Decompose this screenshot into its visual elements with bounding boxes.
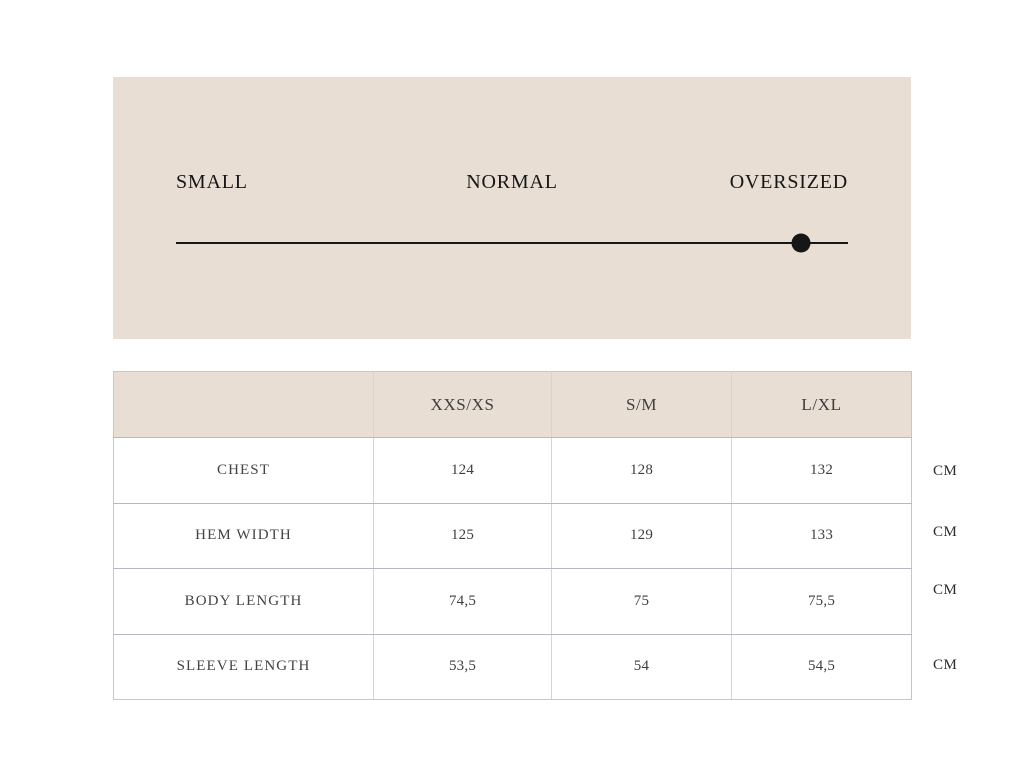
fit-label-small: SMALL [176,171,248,193]
column-header-xxs-xs: XXS/XS [373,371,552,438]
cell-chest-sm: 128 [551,437,732,504]
fit-indicator-dot [791,233,811,253]
unit-label-body-length: CM [933,582,958,598]
cell-body-sm: 75 [551,568,732,635]
fit-scale-line [176,242,848,244]
cell-hem-sm: 129 [551,502,732,569]
table-row-sleeve-length: SLEEVE LENGTH 53,5 54 54,5 [113,633,912,700]
fit-scale-track [176,233,848,253]
cell-sleeve-lxl: 54,5 [731,633,912,700]
row-label-chest: CHEST [113,437,374,504]
unit-label-chest: CM [933,463,958,479]
cell-body-lxl: 75,5 [731,568,912,635]
table-row-chest: CHEST 124 128 132 [113,437,912,504]
fit-label-normal: NORMAL [466,171,558,193]
cell-body-xxs: 74,5 [373,568,552,635]
cell-chest-lxl: 132 [731,437,912,504]
unit-label-sleeve-length: CM [933,657,958,673]
fit-scale-panel: SMALL NORMAL OVERSIZED [113,77,911,339]
column-header-s-m: S/M [551,371,732,438]
cell-sleeve-xxs: 53,5 [373,633,552,700]
row-label-hem-width: HEM WIDTH [113,502,374,569]
cell-chest-xxs: 124 [373,437,552,504]
cell-hem-xxs: 125 [373,502,552,569]
column-header-l-xl: L/XL [731,371,912,438]
cell-sleeve-sm: 54 [551,633,732,700]
row-label-body-length: BODY LENGTH [113,568,374,635]
size-table: XXS/XS S/M L/XL CHEST 124 128 132 HEM WI… [113,371,912,700]
cell-hem-lxl: 133 [731,502,912,569]
size-table-header-row: XXS/XS S/M L/XL [113,371,912,438]
table-row-hem-width: HEM WIDTH 125 129 133 [113,502,912,569]
table-row-body-length: BODY LENGTH 74,5 75 75,5 [113,568,912,635]
corner-cell [113,371,374,438]
row-label-sleeve-length: SLEEVE LENGTH [113,633,374,700]
fit-label-oversized: OVERSIZED [729,171,848,193]
unit-label-hem-width: CM [933,524,958,540]
